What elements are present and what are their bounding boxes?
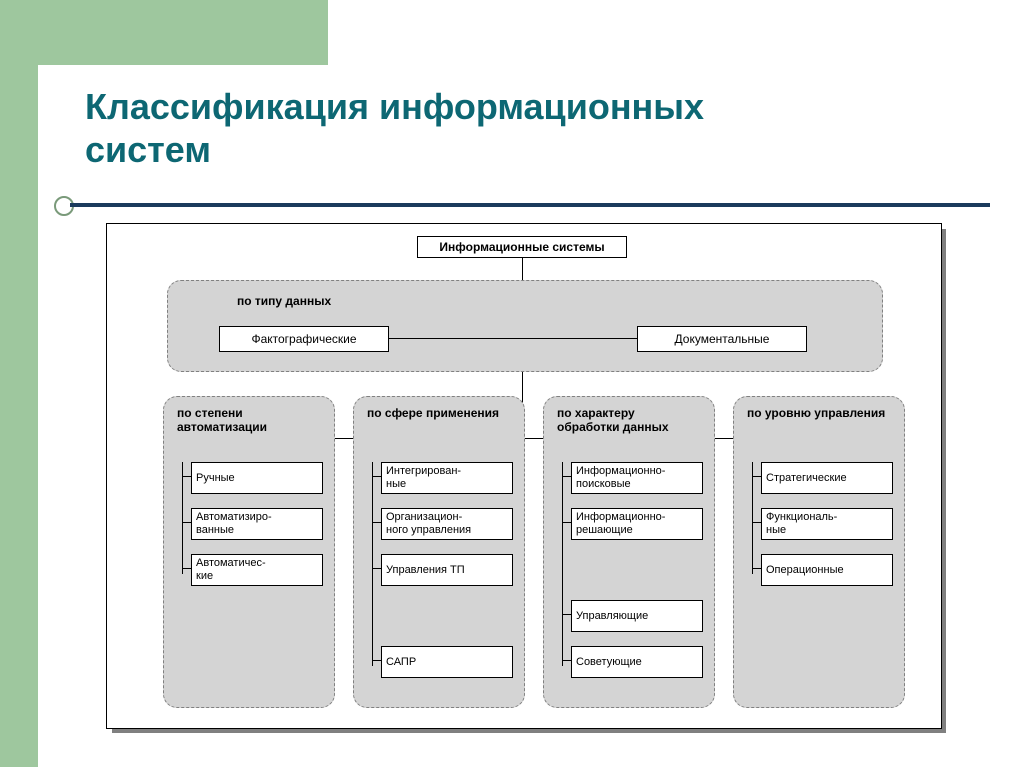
connector bbox=[372, 476, 381, 477]
item-functional: Функциональ-ные bbox=[761, 508, 893, 540]
item-strategic: Стратегические bbox=[761, 462, 893, 494]
col-label-0: по степени автоматизации bbox=[177, 406, 317, 434]
connector bbox=[372, 462, 373, 666]
item-manual: Ручные bbox=[191, 462, 323, 494]
root-node: Информационные системы bbox=[417, 236, 627, 258]
col-label-3: по уровню управления bbox=[747, 406, 887, 420]
connector bbox=[752, 568, 761, 569]
top-band bbox=[38, 0, 328, 65]
connector bbox=[562, 614, 571, 615]
item-automatic: Автоматичес-кие bbox=[191, 554, 323, 586]
connector bbox=[372, 568, 381, 569]
connector bbox=[752, 462, 753, 574]
group-label-data-type: по типу данных bbox=[237, 294, 331, 308]
item-info-search: Информационно-поисковые bbox=[571, 462, 703, 494]
connector bbox=[389, 338, 637, 339]
connector bbox=[182, 568, 191, 569]
connector bbox=[562, 660, 571, 661]
connector bbox=[752, 476, 761, 477]
connector bbox=[562, 462, 563, 666]
item-info-decision: Информационно-решающие bbox=[571, 508, 703, 540]
item-automated: Автоматизиро-ванные bbox=[191, 508, 323, 540]
item-sapr: САПР bbox=[381, 646, 513, 678]
col-label-1: по сфере применения bbox=[367, 406, 507, 420]
connector bbox=[182, 522, 191, 523]
item-advising: Советующие bbox=[571, 646, 703, 678]
col-label-2: по характеру обработки данных bbox=[557, 406, 697, 434]
item-org-mgmt: Организацион-ного управления bbox=[381, 508, 513, 540]
connector bbox=[182, 462, 183, 574]
connector bbox=[372, 660, 381, 661]
group-automation bbox=[163, 396, 335, 708]
item-controlling: Управляющие bbox=[571, 600, 703, 632]
item-integrated: Интегрирован-ные bbox=[381, 462, 513, 494]
connector bbox=[562, 476, 571, 477]
horizontal-rule bbox=[70, 203, 990, 207]
node-factographic: Фактографические bbox=[219, 326, 389, 352]
sidebar-band bbox=[0, 0, 38, 767]
item-tp-control: Управления ТП bbox=[381, 554, 513, 586]
item-operational: Операционные bbox=[761, 554, 893, 586]
node-documentary: Документальные bbox=[637, 326, 807, 352]
connector bbox=[372, 522, 381, 523]
connector bbox=[752, 522, 761, 523]
connector bbox=[562, 522, 571, 523]
page-title: Классификация информационныхсистем bbox=[85, 85, 704, 171]
classification-diagram: Информационные системы по типу данных Фа… bbox=[106, 223, 942, 729]
group-management bbox=[733, 396, 905, 708]
connector bbox=[182, 476, 191, 477]
diagram-container: Информационные системы по типу данных Фа… bbox=[106, 223, 946, 733]
